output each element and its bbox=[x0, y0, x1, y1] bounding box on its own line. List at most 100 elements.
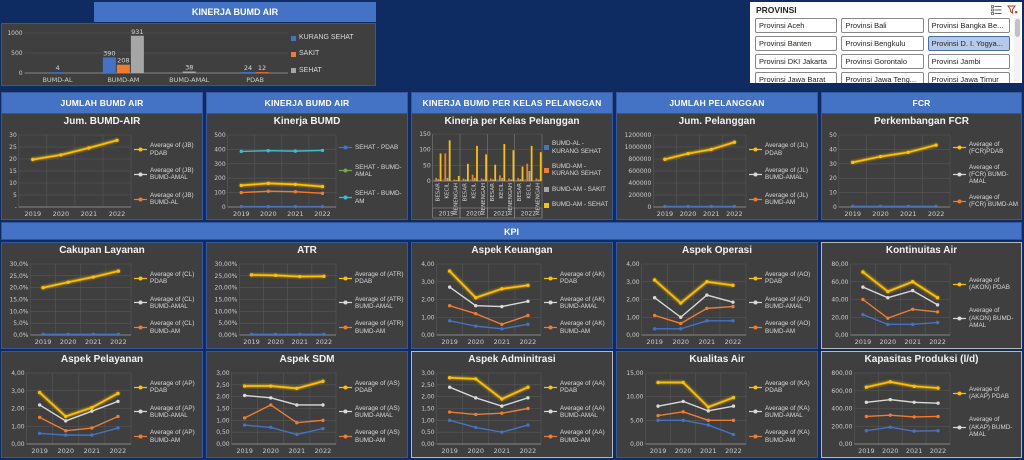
svg-text:1,00: 1,00 bbox=[421, 314, 435, 321]
provinsi-slicer[interactable]: PROVINSI Provinsi Aceh Provinsi Bali Provi… bbox=[750, 2, 1022, 83]
panel-jumlah-bumd-air[interactable]: JUMLAH BUMD AIR Jum. BUMD-AIR 30 25 20 15 10… bbox=[1, 92, 203, 220]
chart-legend: KURANG SEHAT SAKIT SEHAT bbox=[291, 24, 375, 85]
jum-bumd-air-line-chart[interactable]: 30 25 20 15 10 5 - 2019 2020 2021 2022 bbox=[4, 130, 134, 219]
aspek-adminitrasi-line-chart[interactable]: 3,00 2,50 2,00 1,50 1,00 0,50 0,00 2019 2020 2021… bbox=[414, 368, 544, 456]
province-list: Provinsi Aceh Provinsi Bali Provinsi Bangk… bbox=[750, 16, 1022, 83]
legend-item: Average of (AK) BUMD-AM bbox=[544, 320, 609, 335]
svg-text:KECIL: KECIL bbox=[444, 182, 450, 199]
aspek-pelayanan-line-chart[interactable]: 4,00 3,00 2,00 1,00 0,00 2019 2020 2021 2022 bbox=[4, 368, 134, 456]
aspek-keuangan-line-chart[interactable]: 4,00 3,00 2,00 1,00 0,00 2019 2020 2021 2022 bbox=[414, 259, 544, 347]
chart-title: Cakupan Layanan bbox=[59, 245, 145, 256]
svg-text:2022: 2022 bbox=[929, 338, 946, 346]
chart-legend: Average of (CL) PDAB Average of (CL) BUMD… bbox=[134, 259, 200, 347]
svg-text:2022: 2022 bbox=[520, 338, 537, 346]
svg-text:800000: 800000 bbox=[628, 156, 651, 163]
svg-text:2021: 2021 bbox=[699, 338, 716, 346]
svg-text:2,00: 2,00 bbox=[216, 394, 230, 401]
legend-item: Average of (CL) BUMD-AM bbox=[134, 320, 199, 335]
legend-item: Average of (FCR) BUMD-AM bbox=[953, 194, 1018, 208]
atr-line-chart[interactable]: 30,00% 25,00% 20,00% 15,00% 10,00% 5,00% 0,00%… bbox=[209, 259, 339, 347]
kpi-section-header: KPI bbox=[1, 222, 1022, 240]
panel-fcr[interactable]: FCR Perkembangan FCR 50 40 30 20 10 0 2019 2020… bbox=[821, 92, 1022, 220]
province-button[interactable]: Provinsi Bengkulu bbox=[841, 36, 924, 51]
svg-text:1,00: 1,00 bbox=[626, 314, 640, 321]
svg-text:2019: 2019 bbox=[855, 338, 872, 346]
chart-title: Jum. BUMD-AIR bbox=[63, 116, 141, 127]
province-button[interactable]: Provinsi Jawa Teng... bbox=[841, 72, 924, 83]
province-button[interactable]: Provinsi Bali bbox=[841, 18, 924, 33]
province-button[interactable]: Provinsi Jawa Barat bbox=[755, 72, 838, 83]
svg-text:20,00: 20,00 bbox=[831, 314, 848, 321]
svg-text:2019: 2019 bbox=[35, 338, 52, 346]
panel-cakupan-layanan[interactable]: Cakupan Layanan 30,0% 25,0% 20,0% 15,0% 10,0… bbox=[1, 242, 203, 349]
svg-text:BESAR: BESAR bbox=[463, 183, 469, 202]
aspek-sdm-line-chart[interactable]: 3,00 2,50 2,00 1,50 1,00 0,50 0,00 2019 2020 2021… bbox=[209, 368, 339, 456]
scrollbar-thumb[interactable] bbox=[1015, 19, 1020, 37]
panel-aspek-pelayanan[interactable]: Aspek Pelayanan 4,00 3,00 2,00 1,00 0,00 2019… bbox=[1, 351, 203, 458]
panel-kinerja-bumd-air-summary[interactable]: KINERJA BUMD AIR 1000 500 0 4 BUMD-AL 390 208 9… bbox=[1, 2, 376, 86]
svg-text:2019: 2019 bbox=[31, 447, 48, 455]
multi-select-icon[interactable] bbox=[991, 5, 1002, 15]
svg-text:2,00: 2,00 bbox=[11, 406, 25, 413]
clear-filter-icon[interactable] bbox=[1007, 5, 1018, 15]
panel-kapasitas-produksi[interactable]: Kapasitas Produksi (l/d) 800,00 600,00 400… bbox=[821, 351, 1022, 458]
panel-header: KINERJA BUMD PER KELAS PELANGGAN bbox=[412, 93, 612, 114]
panel-aspek-operasi[interactable]: Aspek Operasi 4,00 3,00 2,00 1,00 0,00 2019 20… bbox=[616, 242, 818, 349]
province-button[interactable]: Provinsi D. I. Yogya... bbox=[927, 36, 1010, 51]
legend-item: Average of (CL) BUMD-AMAL bbox=[134, 296, 199, 310]
svg-text:MENENGAH: MENENGAH bbox=[481, 183, 487, 215]
legend-item: Average of (JL) BUMD-AMAL bbox=[749, 167, 814, 181]
legend-item: Average of (AKON) BUMD-AMAL bbox=[953, 307, 1018, 329]
aspek-operasi-line-chart[interactable]: 4,00 3,00 2,00 1,00 0,00 2019 2020 2021 2022 bbox=[619, 259, 749, 347]
panel-header: KINERJA BUMD AIR bbox=[94, 2, 376, 22]
panel-aspek-adminitrasi[interactable]: Aspek Adminitrasi 3,00 2,50 2,00 1,50 1,00 0,… bbox=[411, 351, 613, 458]
panel-atr[interactable]: ATR 30,00% 25,00% 20,00% 15,00% 10,00% 5,00% 0… bbox=[206, 242, 408, 349]
kinerja-bumd-line-chart[interactable]: 500 400 300 200 100 0 2019 2020 2021 2022 bbox=[209, 130, 339, 219]
svg-text:2019: 2019 bbox=[844, 210, 861, 218]
panel-kinerja-bumd[interactable]: KINERJA BUMD AIR Kinerja BUMD 500 400 300 2… bbox=[206, 92, 408, 220]
province-button[interactable]: Provinsi Gorontalo bbox=[841, 54, 924, 69]
panel-header: JUMLAH PELANGGAN bbox=[617, 93, 817, 114]
panel-aspek-sdm[interactable]: Aspek SDM 3,00 2,50 2,00 1,50 1,00 0,50 0,00 20… bbox=[206, 351, 408, 458]
slicer-scrollbar[interactable] bbox=[1014, 18, 1021, 81]
svg-text:1,00: 1,00 bbox=[421, 417, 435, 424]
kelas-pelanggan-bar-chart[interactable]: 150 100 50 0 BESAR KECIL MENENGAH BESAR KECIL MEN… bbox=[414, 130, 544, 219]
kontinuitas-air-line-chart[interactable]: 80,00 60,00 40,00 20,00 0,00 2019 2020 2021 2022 bbox=[824, 259, 953, 347]
kualitas-air-line-chart[interactable]: 15,00 10,00 5,00 0,00 2019 2020 2021 2022 bbox=[619, 368, 749, 456]
fcr-line-chart[interactable]: 50 40 30 20 10 0 2019 2020 2021 2022 bbox=[824, 130, 953, 219]
svg-text:500: 500 bbox=[214, 132, 226, 139]
province-button[interactable]: Provinsi Bangka Be... bbox=[927, 18, 1010, 33]
province-button[interactable]: Provinsi Jambi bbox=[927, 54, 1010, 69]
svg-text:2,50: 2,50 bbox=[421, 382, 435, 389]
svg-text:-: - bbox=[15, 204, 17, 211]
svg-text:2020: 2020 bbox=[60, 338, 77, 346]
svg-text:10,00: 10,00 bbox=[626, 394, 643, 401]
svg-text:40,00: 40,00 bbox=[831, 297, 848, 304]
province-button[interactable]: Provinsi Jawa Timur bbox=[927, 72, 1010, 83]
province-button[interactable]: Provinsi Aceh bbox=[755, 18, 838, 33]
panel-kualitas-air[interactable]: Kualitas Air 15,00 10,00 5,00 0,00 2019 2020 2… bbox=[616, 351, 818, 458]
panel-jumlah-pelanggan[interactable]: JUMLAH PELANGGAN Jum. Pelanggan 1200000 1… bbox=[616, 92, 818, 220]
legend-item: Average of (FCR)PDAB bbox=[953, 141, 1018, 155]
svg-text:30: 30 bbox=[9, 132, 17, 139]
svg-text:2021: 2021 bbox=[81, 210, 98, 218]
province-button[interactable]: Provinsi DKI Jakarta bbox=[755, 54, 838, 69]
svg-text:2020: 2020 bbox=[466, 211, 481, 218]
cakupan-layanan-line-chart[interactable]: 30,0% 25,0% 20,0% 15,0% 10,0% 5,0% 0,0% 2019 202… bbox=[4, 259, 134, 347]
legend-item: Average of (AO) BUMD-AM bbox=[749, 320, 814, 335]
svg-text:1200000: 1200000 bbox=[625, 132, 652, 139]
province-button[interactable]: Provinsi Banten bbox=[755, 36, 838, 51]
panel-kontinuitas-air[interactable]: Kontinuitas Air 80,00 60,00 40,00 20,00 0,00… bbox=[821, 242, 1022, 349]
kinerja-bumd-air-bar-chart[interactable]: 1000 500 0 4 BUMD-AL 390 208 931 BUMD-AM 38 BUMD-A… bbox=[2, 24, 291, 85]
svg-text:2021: 2021 bbox=[494, 447, 511, 455]
svg-text:2019: 2019 bbox=[441, 338, 458, 346]
panel-header: FCR bbox=[822, 93, 1021, 114]
chart-legend: Average of (AS) PDAB Average of (AS) BUMD… bbox=[339, 368, 405, 456]
legend-item: BUMD-AM - KURANG SEHAT bbox=[544, 163, 609, 177]
svg-text:2021: 2021 bbox=[904, 338, 921, 346]
panel-kelas-pelanggan[interactable]: KINERJA BUMD PER KELAS PELANGGAN Kinerja… bbox=[411, 92, 613, 220]
panel-aspek-keuangan[interactable]: Aspek Keuangan 4,00 3,00 2,00 1,00 0,00 2019 2… bbox=[411, 242, 613, 349]
jum-pelanggan-line-chart[interactable]: 1200000 1000000 800000 600000 400000 200000 0 2… bbox=[619, 130, 749, 219]
legend-item: Average of (ATR) BUMD-AMAL bbox=[339, 296, 404, 310]
kapasitas-produksi-line-chart[interactable]: 800,00 600,00 400,00 200,00 0,00 2019 2020 2021… bbox=[824, 368, 953, 456]
